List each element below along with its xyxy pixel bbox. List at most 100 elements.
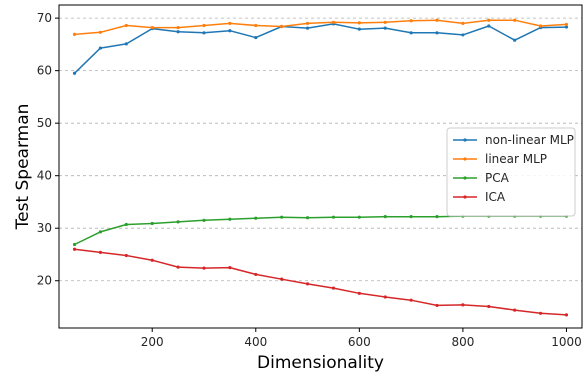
data-point-linear-mlp-1000 <box>564 22 569 27</box>
data-point-linear-mlp-450 <box>280 24 284 29</box>
data-point-ica-250 <box>176 265 180 269</box>
data-point-pca-400 <box>254 216 258 220</box>
legend-marker-pca <box>463 176 467 180</box>
data-point-pca-600 <box>357 215 361 219</box>
data-point-linear-mlp-250 <box>176 25 180 30</box>
legend-label-pca: PCA <box>485 171 510 185</box>
data-point-linear-mlp-700 <box>409 19 413 23</box>
data-point-non-linear-mlp-500 <box>305 26 310 30</box>
y-tick-label-50: 50 <box>37 116 52 130</box>
data-point-non-linear-mlp-850 <box>487 24 491 28</box>
data-point-pca-650 <box>383 215 387 219</box>
data-point-non-linear-mlp-300 <box>202 31 206 35</box>
legend-marker-ica <box>463 195 467 199</box>
data-point-non-linear-mlp-600 <box>357 27 361 31</box>
data-point-pca-300 <box>202 218 206 222</box>
data-point-non-linear-mlp-350 <box>228 29 232 33</box>
data-point-ica-300 <box>202 266 206 270</box>
data-point-pca-750 <box>435 215 439 219</box>
y-tick-label-30: 30 <box>37 221 52 235</box>
legend-marker-linear-mlp <box>463 157 467 161</box>
data-point-ica-800 <box>461 303 465 307</box>
data-point-linear-mlp-100 <box>98 30 103 34</box>
data-point-linear-mlp-200 <box>150 25 154 30</box>
legend-label-ica: ICA <box>485 190 506 204</box>
series-line-ica <box>74 248 567 316</box>
data-point-linear-mlp-300 <box>202 23 206 28</box>
y-axis-title: Test Spearman <box>13 104 33 231</box>
data-point-ica-150 <box>124 253 128 258</box>
data-point-non-linear-mlp-50 <box>72 71 77 75</box>
data-point-non-linear-mlp-650 <box>383 26 387 30</box>
data-point-pca-50 <box>72 242 77 247</box>
data-point-linear-mlp-650 <box>383 20 387 24</box>
data-point-non-linear-mlp-800 <box>461 33 465 37</box>
data-point-pca-250 <box>176 220 180 224</box>
legend-label-non-linear-mlp: non-linear MLP <box>485 133 574 147</box>
series-line-non-linear-mlp <box>73 23 567 74</box>
data-point-linear-mlp-550 <box>331 20 336 24</box>
series-linear-mlp <box>72 18 569 37</box>
data-point-ica-700 <box>409 298 413 302</box>
data-point-ica-100 <box>98 250 103 254</box>
data-point-pca-450 <box>280 215 284 219</box>
data-point-ica-650 <box>383 295 387 299</box>
x-tick-label-800: 800 <box>451 335 474 349</box>
data-point-non-linear-mlp-250 <box>176 30 180 34</box>
data-point-linear-mlp-600 <box>357 21 361 25</box>
data-point-linear-mlp-350 <box>228 21 232 25</box>
data-point-ica-350 <box>228 266 232 270</box>
data-point-linear-mlp-500 <box>305 21 310 25</box>
data-point-ica-200 <box>150 258 154 262</box>
y-axis-ticks: 20 30 40 50 60 70 <box>37 11 59 288</box>
data-point-ica-550 <box>331 286 336 290</box>
data-point-ica-50 <box>72 247 77 251</box>
legend: non-linear MLP linear MLP PCA ICA <box>446 127 576 217</box>
x-axis-ticks: 200 400 600 800 1000 <box>141 328 582 349</box>
x-tick-label-200: 200 <box>141 335 164 349</box>
data-point-linear-mlp-150 <box>124 23 128 28</box>
data-point-linear-mlp-400 <box>254 23 258 28</box>
data-point-ica-1000 <box>564 313 569 317</box>
data-point-linear-mlp-800 <box>461 21 465 25</box>
data-point-ica-450 <box>280 277 284 281</box>
y-tick-label-60: 60 <box>37 64 52 78</box>
legend-box <box>446 127 576 217</box>
series-line-linear-mlp <box>74 19 567 36</box>
x-tick-label-400: 400 <box>244 335 267 349</box>
y-tick-label-40: 40 <box>37 169 52 183</box>
data-point-non-linear-mlp-150 <box>124 42 128 46</box>
data-point-pca-700 <box>409 215 413 219</box>
data-point-ica-950 <box>538 311 543 315</box>
data-point-non-linear-mlp-750 <box>435 31 439 35</box>
data-point-pca-200 <box>150 221 154 226</box>
data-point-linear-mlp-900 <box>513 18 517 22</box>
data-point-ica-500 <box>305 282 310 286</box>
data-point-linear-mlp-50 <box>72 32 77 37</box>
data-point-pca-350 <box>228 217 232 221</box>
x-axis-title: Dimensionality <box>257 353 384 373</box>
data-point-non-linear-mlp-1000 <box>564 25 569 29</box>
x-tick-label-600: 600 <box>348 335 371 349</box>
series-non-linear-mlp <box>72 22 569 75</box>
x-tick-label-1000: 1000 <box>551 335 582 349</box>
data-point-pca-150 <box>124 222 128 227</box>
data-point-pca-100 <box>98 230 103 234</box>
data-point-ica-750 <box>435 303 439 308</box>
data-point-ica-850 <box>487 304 491 309</box>
data-point-non-linear-mlp-700 <box>409 31 413 35</box>
data-point-pca-550 <box>331 215 336 219</box>
plot-frame <box>58 4 583 329</box>
data-point-ica-400 <box>254 272 258 277</box>
y-tick-label-70: 70 <box>37 11 52 25</box>
data-point-non-linear-mlp-400 <box>254 35 258 40</box>
data-point-linear-mlp-850 <box>487 18 491 22</box>
data-point-ica-900 <box>513 308 517 312</box>
data-point-non-linear-mlp-100 <box>98 46 103 50</box>
series-ica <box>72 247 569 317</box>
y-tick-label-20: 20 <box>37 274 52 288</box>
legend-label-linear-mlp: linear MLP <box>485 152 547 166</box>
data-point-non-linear-mlp-900 <box>513 38 517 42</box>
legend-marker-non-linear-mlp <box>463 138 467 142</box>
